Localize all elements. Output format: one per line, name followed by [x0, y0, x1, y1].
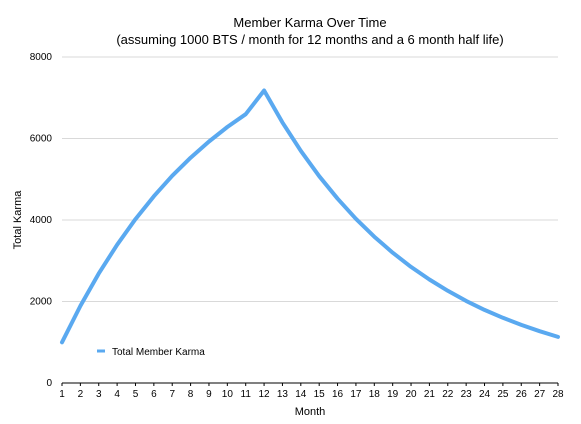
- chart-title: Member Karma Over Time: [233, 15, 386, 30]
- x-tick-label: 15: [314, 389, 326, 400]
- series-line-total-member-karma: [60, 88, 560, 345]
- x-tick-label: 26: [516, 389, 528, 400]
- x-tick-label: 14: [295, 389, 307, 400]
- x-tick-label: 22: [442, 389, 454, 400]
- x-tick-label: 13: [277, 389, 289, 400]
- x-tick-label: 9: [206, 389, 212, 400]
- x-tick-label: 19: [387, 389, 399, 400]
- x-tick-label: 7: [169, 389, 175, 400]
- x-tick-label: 11: [241, 389, 252, 400]
- x-tick-label: 25: [497, 389, 509, 400]
- x-tick-label: 16: [332, 389, 344, 400]
- x-axis-label: Month: [295, 406, 326, 418]
- x-tick-label: 4: [114, 389, 120, 400]
- y-tick-label: 8000: [30, 52, 53, 63]
- y-tick-label: 0: [46, 378, 52, 389]
- gridlines: [62, 56, 558, 302]
- legend-label: Total Member Karma: [112, 347, 205, 358]
- legend: Total Member Karma: [97, 347, 205, 358]
- y-tick-label: 2000: [30, 297, 53, 308]
- x-tick-label: 17: [350, 389, 362, 400]
- x-tick-label: 20: [405, 389, 417, 400]
- x-tick-label: 24: [479, 389, 491, 400]
- x-tick-label: 5: [133, 389, 139, 400]
- x-tick-label: 3: [96, 389, 102, 400]
- x-tick-label: 6: [151, 389, 157, 400]
- x-tick-label: 23: [461, 389, 473, 400]
- y-tick-label: 4000: [30, 215, 53, 226]
- x-tick-label: 2: [78, 389, 84, 400]
- chart-subtitle: (assuming 1000 BTS / month for 12 months…: [116, 32, 503, 47]
- y-tick-label: 6000: [30, 134, 53, 145]
- x-tick-label: 1: [59, 389, 65, 400]
- x-tick-label: 8: [188, 389, 194, 400]
- y-axis-ticks: 0 2000 4000 6000 8000: [30, 52, 53, 389]
- x-tick-label: 28: [552, 389, 564, 400]
- x-tick-label: 10: [222, 389, 234, 400]
- x-tick-label: 27: [534, 389, 546, 400]
- x-axis-ticks: 1 2 3 4 5 6 7 8 9 10 11 12 13 14 15 16 17 18 19 20 21 22 23 24 2…: [59, 383, 564, 400]
- x-tick-label: 12: [259, 389, 271, 400]
- y-axis-label: Total Karma: [12, 190, 24, 250]
- x-tick-label: 18: [369, 389, 381, 400]
- x-tick-label: 21: [424, 389, 436, 400]
